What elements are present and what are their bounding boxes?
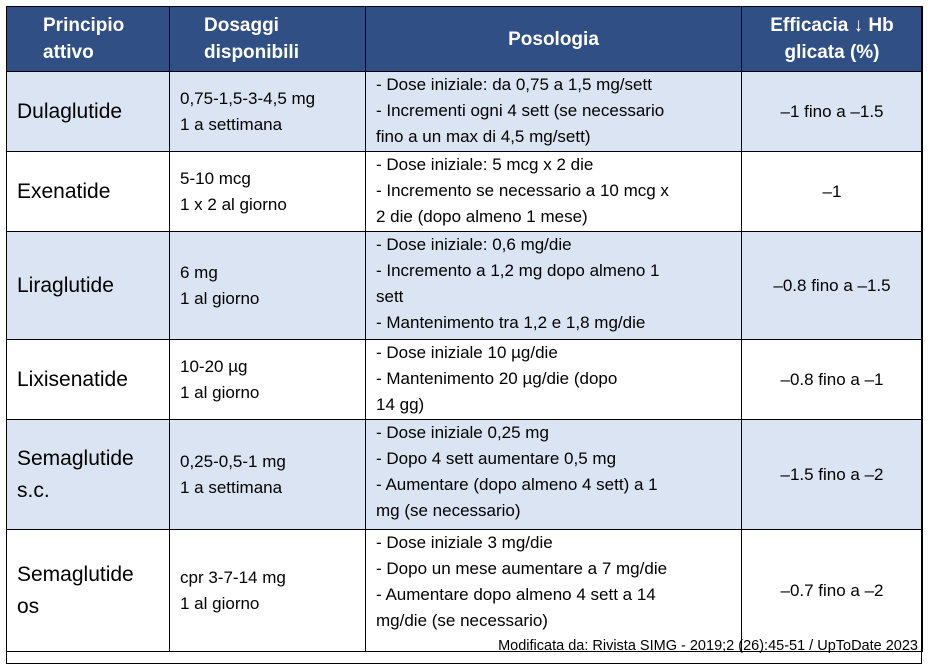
cell-efficacia: –0.7 fino a –2 (741, 529, 923, 652)
header-efficacia-line1: Efficacia ↓ Hb (770, 15, 894, 36)
header-principio-line2: attivo (43, 42, 94, 63)
cell-dosaggi: 10-20 µg 1 al giorno (169, 339, 366, 420)
cell-posologia-line: sett (376, 287, 404, 306)
cell-posologia: - Dose iniziale: 0,6 mg/die - Incremento … (365, 231, 742, 340)
glp1-table: Principio attivo Dosaggi disponibili Pos… (6, 6, 923, 652)
cell-dosaggi: 0,25-0,5-1 mg 1 a settimana (169, 419, 366, 530)
header-posologia: Posologia (365, 6, 742, 72)
table-row: Liraglutide 6 mg 1 al giorno - Dose inizial… (6, 231, 923, 340)
cell-principio-attivo-line: s.c. (17, 478, 50, 502)
cell-posologia-line: - Aumentare dopo almeno 4 sett a 14 (376, 585, 656, 604)
cell-posologia-line: - Dopo un mese aumentare a 7 mg/die (376, 559, 668, 578)
cell-efficacia: –1.5 fino a –2 (741, 419, 923, 530)
cell-efficacia-text: –1.5 fino a –2 (780, 464, 884, 484)
cell-principio-attivo-line: os (17, 594, 40, 618)
cell-dosaggi-line: 10-20 µg (180, 356, 248, 376)
cell-posologia: - Dose iniziale: da 0,75 a 1,5 mg/sett - … (365, 71, 742, 152)
header-dosaggi: Dosaggi disponibili (169, 6, 366, 72)
cell-posologia-line: mg (se necessario) (376, 501, 521, 520)
header-principio-line1: Principio (43, 15, 125, 36)
cell-dosaggi-line: 0,25-0,5-1 mg (180, 451, 286, 471)
cell-dosaggi-line: 1 al giorno (180, 288, 260, 308)
cell-efficacia-text: –1 (822, 181, 842, 201)
cell-posologia-line: - Mantenimento 20 µg/die (dopo (376, 369, 618, 388)
cell-efficacia-text: –0.8 fino a –1.5 (773, 275, 891, 295)
cell-posologia-line: - Mantenimento tra 1,2 e 1,8 mg/die (376, 313, 646, 332)
cell-posologia-line: - Incrementi ogni 4 sett (se necessario (376, 101, 665, 120)
cell-posologia-line: fino a un max di 4,5 mg/sett) (376, 127, 591, 146)
cell-dosaggi: 6 mg 1 al giorno (169, 231, 366, 340)
cell-dosaggi-line: 1 al giorno (180, 382, 260, 402)
cell-dosaggi-line: 1 al giorno (180, 593, 260, 613)
cell-posologia: - Dose iniziale 0,25 mg - Dopo 4 sett aum… (365, 419, 742, 530)
cell-posologia: - Dose iniziale 10 µg/die - Mantenimento … (365, 339, 742, 420)
cell-efficacia: –1 (741, 151, 923, 232)
cell-posologia-line: - Dose iniziale 0,25 mg (376, 423, 549, 442)
cell-principio-attivo-line: Dulaglutide (17, 99, 123, 123)
cell-principio-attivo: Exenatide (6, 151, 170, 232)
cell-posologia-line: 2 die (dopo almeno 1 mese) (376, 207, 588, 226)
header-efficacia-line2: glicata (%) (784, 42, 880, 63)
table-row: Semaglutide os cpr 3-7-14 mg 1 al giorno - D… (6, 529, 923, 652)
cell-posologia-line: - Dose iniziale: da 0,75 a 1,5 mg/sett (376, 75, 652, 94)
cell-principio-attivo-line: Exenatide (17, 179, 111, 203)
cell-efficacia-text: –0.8 fino a –1 (780, 369, 884, 389)
cell-efficacia: –1 fino a –1.5 (741, 71, 923, 152)
cell-posologia-line: - Dose iniziale 10 µg/die (376, 343, 558, 362)
cell-principio-attivo-line: Lixisenatide (17, 367, 128, 391)
cell-efficacia-text: –1 fino a –1.5 (780, 101, 884, 121)
cell-dosaggi-line: cpr 3-7-14 mg (180, 567, 286, 587)
table-row: Semaglutide s.c. 0,25-0,5-1 mg 1 a settiman… (6, 419, 923, 530)
table-row: Exenatide 5-10 mcg 1 x 2 al giorno - Dose i… (6, 151, 923, 232)
cell-dosaggi: 0,75-1,5-3-4,5 mg 1 a settimana (169, 71, 366, 152)
header-row: Principio attivo Dosaggi disponibili Pos… (6, 6, 923, 72)
cell-posologia-line: - Dopo 4 sett aumentare 0,5 mg (376, 449, 617, 468)
cell-posologia-line: - Dose iniziale: 0,6 mg/die (376, 235, 572, 254)
cell-dosaggi: cpr 3-7-14 mg 1 al giorno (169, 529, 366, 652)
cell-principio-attivo: Semaglutide s.c. (6, 419, 170, 530)
cell-dosaggi-line: 1 x 2 al giorno (180, 194, 287, 214)
cell-dosaggi-line: 0,75-1,5-3-4,5 mg (180, 88, 316, 108)
cell-posologia-line: 14 gg) (376, 395, 425, 414)
cell-dosaggi-line: 1 a settimana (180, 477, 283, 497)
cell-principio-attivo-line: Semaglutide (17, 446, 134, 470)
header-principio-attivo: Principio attivo (6, 6, 170, 72)
cell-posologia: - Dose iniziale 3 mg/die - Dopo un mese a… (365, 529, 742, 652)
source-note: Modificata da: Rivista SIMG - 2019;2 (26… (498, 638, 918, 654)
header-efficacia: Efficacia ↓ Hb glicata (%) (741, 6, 923, 72)
cell-posologia: - Dose iniziale: 5 mcg x 2 die - Incremen… (365, 151, 742, 232)
cell-principio-attivo: Lixisenatide (6, 339, 170, 420)
table-row: Dulaglutide 0,75-1,5-3-4,5 mg 1 a settiman… (6, 71, 923, 152)
header-dosaggi-line1: Dosaggi (204, 15, 279, 36)
cell-efficacia: –0.8 fino a –1.5 (741, 231, 923, 340)
cell-principio-attivo-line: Semaglutide (17, 562, 134, 586)
cell-principio-attivo: Semaglutide os (6, 529, 170, 652)
cell-principio-attivo: Dulaglutide (6, 71, 170, 152)
cell-posologia-line: - Dose iniziale: 5 mcg x 2 die (376, 155, 594, 174)
cell-dosaggi-line: 1 a settimana (180, 114, 283, 134)
header-posologia-text: Posologia (508, 28, 599, 50)
cell-principio-attivo: Liraglutide (6, 231, 170, 340)
header-dosaggi-line2: disponibili (204, 42, 299, 63)
cell-dosaggi-line: 5-10 mcg (180, 168, 251, 188)
cell-posologia-line: - Aumentare (dopo almeno 4 sett) a 1 (376, 475, 658, 494)
cell-efficacia: –0.8 fino a –1 (741, 339, 923, 420)
cell-dosaggi-line: 6 mg (180, 262, 218, 282)
cell-posologia-line: mg/die (se necessario) (376, 611, 548, 630)
cell-dosaggi: 5-10 mcg 1 x 2 al giorno (169, 151, 366, 232)
cell-posologia-line: - Dose iniziale 3 mg/die (376, 533, 553, 552)
cell-posologia-line: - Incremento se necessario a 10 mcg x (376, 181, 669, 200)
cell-principio-attivo-line: Liraglutide (17, 273, 114, 297)
cell-posologia-line: - Incremento a 1,2 mg dopo almeno 1 (376, 261, 660, 280)
cell-efficacia-text: –0.7 fino a –2 (780, 580, 884, 600)
table-row: Lixisenatide 10-20 µg 1 al giorno - Dose in… (6, 339, 923, 420)
